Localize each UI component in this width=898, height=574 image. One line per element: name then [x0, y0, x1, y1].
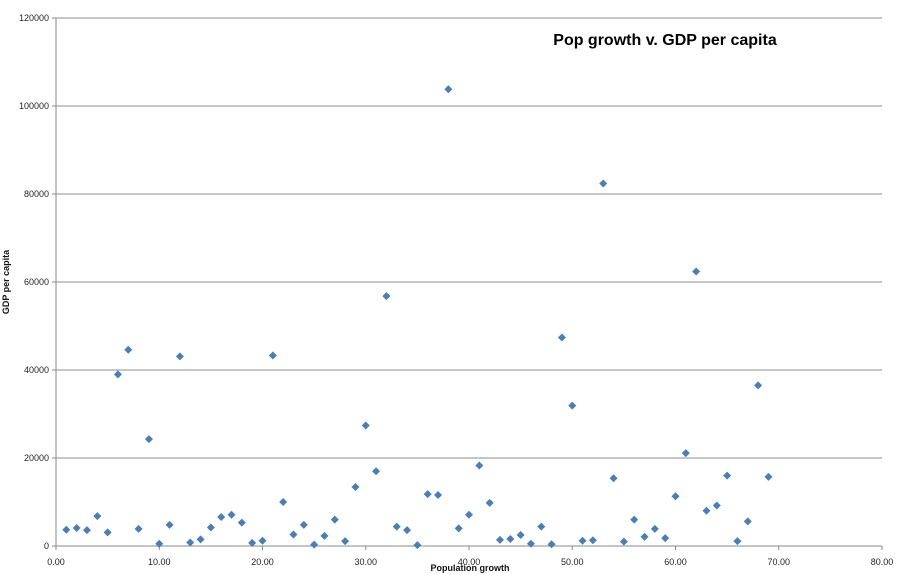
x-tick-label: 0.00: [47, 557, 65, 567]
data-point: [671, 492, 680, 501]
data-point: [764, 472, 773, 481]
x-tick-label: 30.00: [354, 557, 377, 567]
y-tick-label: 120000: [19, 13, 49, 23]
data-point: [465, 510, 473, 519]
data-point: [113, 370, 122, 379]
x-tick-label: 80.00: [871, 557, 894, 567]
data-point: [320, 531, 329, 540]
data-point: [62, 525, 71, 534]
data-point: [372, 467, 381, 476]
x-tick-label: 50.00: [561, 557, 584, 567]
x-tick-label: 10.00: [148, 557, 171, 567]
data-point: [475, 461, 484, 470]
data-point: [702, 506, 711, 515]
data-point: [93, 512, 102, 521]
data-point: [155, 539, 164, 548]
data-point: [196, 535, 205, 544]
data-point: [186, 538, 195, 547]
x-tick-label: 40.00: [458, 557, 481, 567]
data-point: [743, 517, 752, 526]
data-point: [434, 490, 443, 499]
data-points: [62, 85, 773, 550]
data-point: [733, 537, 742, 546]
data-point: [547, 540, 556, 549]
data-point: [268, 351, 277, 360]
data-point: [351, 483, 360, 492]
data-point: [144, 435, 153, 444]
data-point: [227, 510, 236, 519]
gridlines: [56, 17, 882, 459]
data-point: [134, 524, 143, 533]
data-point: [692, 267, 701, 276]
x-axis-title: Population growth: [431, 563, 510, 573]
x-tick-label: 20.00: [251, 557, 274, 567]
data-point: [630, 515, 639, 524]
y-tick-label: 0: [44, 541, 49, 551]
data-point: [392, 522, 401, 531]
data-point: [650, 524, 659, 533]
data-point: [568, 401, 577, 410]
data-point: [289, 530, 298, 539]
data-point: [206, 523, 215, 532]
data-point: [454, 524, 463, 533]
data-point: [258, 536, 267, 545]
data-point: [526, 539, 535, 548]
data-point: [578, 536, 587, 545]
data-point: [341, 537, 350, 546]
data-point: [640, 532, 649, 541]
data-point: [361, 421, 370, 430]
x-tick-label: 60.00: [664, 557, 687, 567]
data-point: [423, 490, 432, 499]
data-point: [588, 536, 597, 545]
data-point: [516, 531, 525, 539]
y-axis-title: GDP per capita: [1, 249, 11, 314]
data-point: [279, 498, 288, 506]
data-point: [103, 528, 112, 537]
y-tick-label: 40000: [24, 365, 49, 375]
data-point: [609, 474, 618, 483]
y-axis-ticks: 0 20000 40000 60000 80000 100000 120000: [19, 13, 56, 551]
data-point: [723, 471, 732, 480]
data-point: [217, 512, 226, 521]
data-point: [237, 518, 246, 527]
data-point: [299, 520, 308, 529]
data-point: [248, 538, 257, 547]
data-point: [382, 292, 391, 301]
data-point: [537, 522, 546, 531]
data-point: [712, 501, 721, 510]
data-point: [82, 526, 91, 535]
data-point: [557, 333, 566, 342]
data-point: [310, 540, 319, 549]
data-point: [506, 534, 515, 543]
data-point: [444, 85, 453, 94]
x-axis-ticks: 0.00 10.00 20.00 30.00 40.00 50.00 60.00 70.00 8…: [47, 546, 893, 567]
y-tick-label: 80000: [24, 189, 49, 199]
data-point: [330, 515, 339, 524]
data-point: [413, 541, 422, 550]
data-point: [681, 449, 690, 458]
y-tick-label: 20000: [24, 453, 49, 463]
chart-title: Pop growth v. GDP per capita: [553, 32, 777, 49]
data-point: [599, 179, 608, 188]
data-point: [124, 345, 133, 354]
data-point: [495, 535, 504, 544]
data-point: [754, 381, 763, 390]
data-point: [403, 526, 412, 535]
data-point: [72, 523, 81, 532]
data-point: [619, 537, 628, 546]
data-point: [485, 498, 494, 507]
y-tick-label: 60000: [24, 277, 49, 287]
x-tick-label: 70.00: [767, 557, 790, 567]
data-point: [175, 352, 184, 361]
data-point: [661, 534, 670, 543]
y-tick-label: 100000: [19, 101, 49, 111]
data-point: [165, 520, 174, 529]
